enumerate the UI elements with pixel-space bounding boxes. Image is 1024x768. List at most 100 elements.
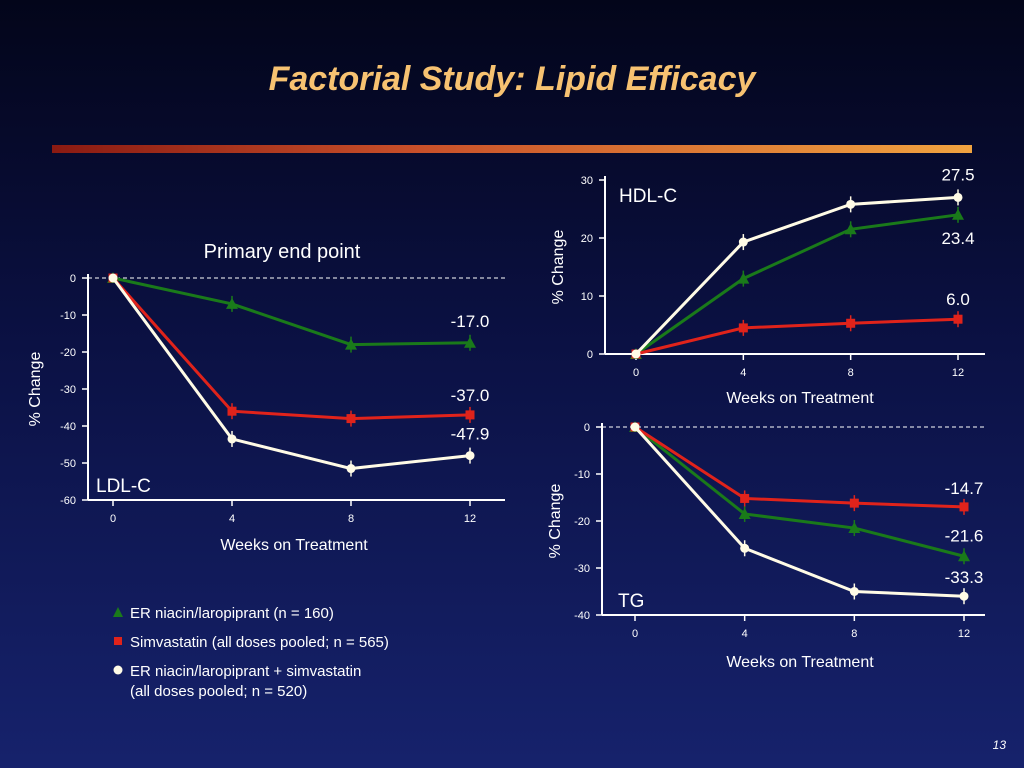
page-number: 13: [992, 738, 1006, 752]
data-point: [226, 297, 238, 309]
end-value-label: -21.6: [945, 526, 984, 545]
y-tick-label: 30: [581, 175, 593, 187]
data-point: [346, 464, 356, 474]
data-point: [952, 208, 964, 220]
series-square: [630, 422, 969, 515]
square-marker-icon: [110, 633, 126, 647]
data-point: [740, 543, 750, 553]
data-point: [958, 550, 970, 562]
series-square: [108, 273, 475, 427]
x-tick-label: 12: [952, 367, 964, 379]
y-tick-label: 10: [581, 291, 593, 303]
series-triangle: [629, 421, 970, 565]
y-tick-label: -30: [60, 384, 76, 396]
data-point: [740, 493, 750, 503]
legend-item-simvastatin: Simvastatin (all doses pooled; n = 565): [110, 633, 389, 653]
data-point: [345, 338, 357, 350]
data-point: [227, 434, 237, 444]
data-point: [848, 522, 861, 534]
data-point: [737, 272, 750, 284]
y-tick-label: -50: [60, 458, 76, 470]
y-tick-label: 20: [581, 233, 593, 245]
series-line: [634, 425, 965, 558]
slide-title: Factorial Study: Lipid Efficacy: [268, 60, 756, 98]
ldl-chart: Primary end point 0 -10 -20 -30 -40 -50 -60 0 4 8 1…: [27, 241, 505, 554]
circle-marker-icon: [110, 662, 126, 676]
x-tick-label: 4: [740, 367, 746, 379]
x-axis-label: Weeks on Treatment: [726, 654, 874, 671]
series-line: [111, 277, 471, 471]
x-axis-label: Weeks on Treatment: [726, 390, 874, 407]
series-circle: [631, 189, 963, 359]
x-tick-label: 4: [742, 628, 748, 640]
data-point: [846, 318, 856, 328]
x-tick-label: 0: [110, 513, 116, 525]
data-point: [846, 199, 856, 209]
x-tick-label: 8: [848, 367, 854, 379]
data-point: [631, 349, 641, 359]
data-point: [849, 587, 859, 596]
data-point: [953, 314, 963, 324]
end-value-label: -37.0: [451, 386, 490, 405]
chart-title: Primary end point: [204, 241, 361, 263]
end-value-label: 23.4: [941, 229, 974, 248]
end-value-label: -33.3: [945, 568, 984, 587]
series-triangle: [107, 272, 476, 353]
x-tick-label: 12: [464, 513, 476, 525]
x-axis-label: Weeks on Treatment: [220, 537, 368, 554]
data-point: [959, 591, 969, 601]
y-tick-label: 0: [587, 349, 593, 361]
y-tick-label: -40: [574, 610, 590, 622]
data-point: [738, 323, 748, 333]
x-tick-label: 0: [633, 367, 639, 379]
data-point: [227, 406, 237, 416]
end-value-label: -47.9: [451, 425, 490, 444]
series-circle: [630, 422, 969, 605]
legend: ER niacin/laropiprant (n = 160) Simvasta…: [110, 604, 389, 711]
data-point: [464, 336, 476, 348]
data-point: [108, 273, 118, 283]
y-axis-label: % Change: [27, 352, 44, 427]
data-point: [738, 507, 751, 519]
series-square: [631, 311, 963, 359]
legend-label: Simvastatin (all doses pooled; n = 565): [130, 634, 389, 651]
data-point: [346, 414, 356, 424]
tg-chart: 0 -10 -20 -30 -40 0 4 8 12 Weeks on Treatment % Ch…: [547, 421, 985, 671]
x-tick-label: 8: [348, 513, 354, 525]
legend-item-combination: ER niacin/laropiprant + simvastatin (all…: [110, 662, 389, 702]
hdl-chart: 0 10 20 30 0 4 8 12 Weeks on Treatment % Change HD…: [550, 165, 985, 407]
legend-label: ER niacin/laropiprant + simvastatin (all…: [130, 663, 362, 700]
data-point: [738, 237, 748, 247]
x-tick-label: 12: [958, 628, 970, 640]
x-tick-label: 4: [229, 513, 235, 525]
legend-label: ER niacin/laropiprant (n = 160): [130, 605, 334, 622]
y-tick-label: -60: [60, 495, 76, 507]
panel-label: HDL-C: [619, 186, 677, 207]
y-tick-label: -40: [60, 421, 76, 433]
series-line: [635, 317, 959, 356]
y-axis-label: % Change: [550, 230, 567, 305]
end-value-label: -14.7: [945, 479, 984, 498]
data-point: [849, 498, 859, 508]
series-line: [111, 277, 471, 421]
y-tick-label: -20: [574, 516, 590, 528]
y-axis-label: % Change: [547, 484, 564, 559]
data-point: [953, 192, 963, 202]
data-point: [630, 422, 640, 432]
title-divider: [52, 145, 972, 153]
end-value-label: 6.0: [946, 290, 970, 309]
series-line: [112, 276, 471, 347]
x-tick-label: 0: [632, 628, 638, 640]
series-line: [633, 425, 965, 598]
series-line: [634, 195, 959, 356]
panel-label: TG: [618, 591, 644, 612]
triangle-marker-icon: [110, 604, 126, 618]
y-tick-label: 0: [70, 273, 76, 285]
panel-label: LDL-C: [96, 476, 151, 497]
y-tick-label: 0: [584, 422, 590, 434]
y-tick-label: -30: [574, 563, 590, 575]
y-tick-label: -20: [60, 347, 76, 359]
data-point: [959, 502, 969, 512]
legend-item-niacin: ER niacin/laropiprant (n = 160): [110, 604, 389, 624]
x-tick-label: 8: [851, 628, 857, 640]
